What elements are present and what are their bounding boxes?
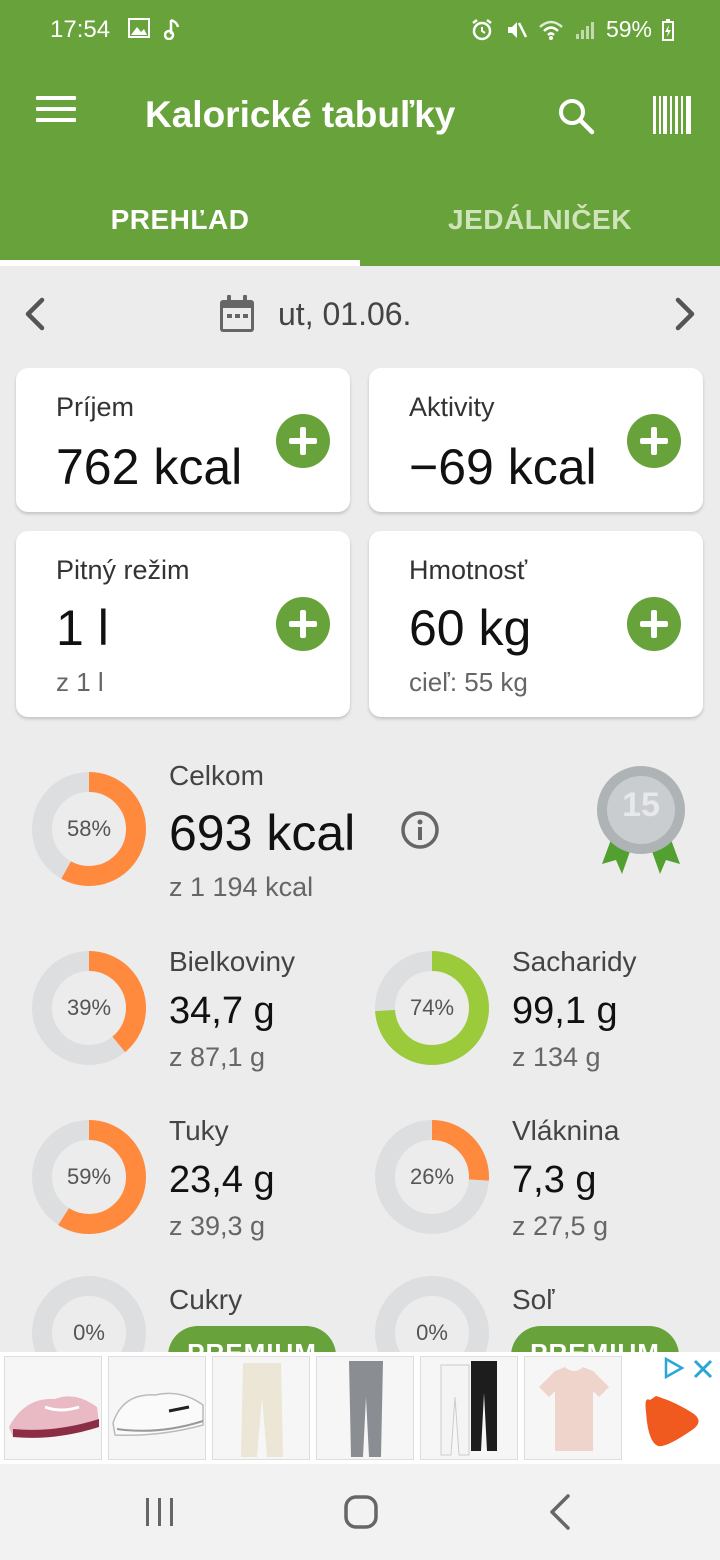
ad-close-icon[interactable] <box>692 1358 714 1380</box>
carbs-label: Sacharidy <box>512 946 637 977</box>
fiber-goal: z 27,5 g <box>512 1211 609 1241</box>
weight-label: Hmotnosť <box>409 555 528 585</box>
current-date: ut, 01.06. <box>278 295 412 332</box>
protein-ring: 39% <box>32 951 146 1065</box>
fat-percent: 59% <box>66 1164 112 1189</box>
ad-product-beige-pants[interactable] <box>212 1356 310 1460</box>
app-bar: Kalorické tabuľky <box>0 62 720 170</box>
chevron-right-icon[interactable] <box>664 294 704 334</box>
sugar-percent: 0% <box>73 1320 105 1345</box>
weight-goal: cieľ: 55 kg <box>409 667 528 697</box>
total-calories-ring: 58% <box>32 772 146 886</box>
status-bar: 17:54 59% <box>0 0 720 62</box>
intake-card[interactable]: Príjem 762 kcal <box>16 368 350 512</box>
signal-icon <box>575 21 594 39</box>
medal-icon <box>597 766 685 874</box>
fat-label: Tuky <box>169 1115 229 1146</box>
recent-apps-icon[interactable] <box>138 1490 182 1534</box>
tab-bar: PREHĽAD JEDÁLNIČEK <box>0 170 720 266</box>
weight-card[interactable]: Hmotnosť 60 kg cieľ: 55 kg <box>369 531 703 717</box>
activities-label: Aktivity <box>409 392 495 422</box>
status-time: 17:54 <box>50 16 111 43</box>
ad-brand-logo[interactable] <box>636 1378 706 1458</box>
carbs-goal: z 134 g <box>512 1042 601 1072</box>
ad-choices-icon[interactable] <box>662 1356 686 1380</box>
hamburger-menu-icon[interactable] <box>36 96 76 132</box>
fat-value: 23,4 g <box>169 1159 275 1201</box>
app-title: Kalorické tabuľky <box>145 94 456 135</box>
salt-label: Soľ <box>512 1284 555 1315</box>
ad-product-pink-tshirt[interactable] <box>524 1356 622 1460</box>
fiber-value: 7,3 g <box>512 1159 597 1201</box>
water-goal: z 1 l <box>56 667 104 697</box>
battery-charging-icon <box>662 18 674 41</box>
sugar-label: Cukry <box>169 1284 243 1315</box>
fiber-label: Vláknina <box>512 1115 620 1146</box>
calendar-icon <box>220 295 254 332</box>
alarm-icon <box>472 18 492 40</box>
intake-label: Príjem <box>56 392 135 422</box>
fat-goal: z 39,3 g <box>169 1211 266 1241</box>
add-intake-button[interactable] <box>276 414 330 468</box>
gallery-icon <box>128 18 150 38</box>
water-card[interactable]: Pitný režim 1 l z 1 l <box>16 531 350 717</box>
info-icon[interactable] <box>400 810 440 850</box>
protein-percent: 39% <box>66 995 112 1020</box>
salt-percent: 0% <box>416 1320 448 1345</box>
streak-badge[interactable]: 15 <box>594 764 688 880</box>
activities-value: −69 kcal <box>409 439 597 495</box>
add-weight-button[interactable] <box>627 597 681 651</box>
ad-product-joggers[interactable] <box>420 1356 518 1460</box>
back-icon[interactable] <box>540 1490 584 1534</box>
fat-ring: 59% <box>32 1120 146 1234</box>
water-value: 1 l <box>56 600 109 656</box>
intake-value: 762 kcal <box>56 439 243 495</box>
date-navigation: ut, 01.06. <box>0 266 720 366</box>
add-activity-button[interactable] <box>627 414 681 468</box>
ad-product-grey-jeans[interactable] <box>316 1356 414 1460</box>
weight-value: 60 kg <box>409 600 532 656</box>
carbs-ring: 74% <box>375 951 489 1065</box>
wifi-icon <box>539 20 563 40</box>
barcode-scan-icon[interactable] <box>652 96 692 134</box>
protein-goal: z 87,1 g <box>169 1042 266 1072</box>
home-icon[interactable] <box>339 1490 383 1534</box>
chevron-left-icon[interactable] <box>16 294 56 334</box>
fiber-percent: 26% <box>409 1164 455 1189</box>
tab-meal-plan[interactable]: JEDÁLNIČEK <box>448 204 632 235</box>
protein-value: 34,7 g <box>169 990 275 1032</box>
activities-card[interactable]: Aktivity −69 kcal <box>369 368 703 512</box>
music-note-icon <box>164 18 180 40</box>
water-label: Pitný režim <box>56 555 190 585</box>
total-percent: 58% <box>66 816 112 841</box>
mute-icon <box>507 21 528 38</box>
carbs-value: 99,1 g <box>512 990 618 1032</box>
total-goal: z 1 194 kcal <box>169 872 314 902</box>
ad-product-white-sneaker[interactable] <box>108 1356 206 1460</box>
battery-percent: 59% <box>605 16 652 42</box>
tab-overview[interactable]: PREHĽAD <box>0 170 360 266</box>
badge-number: 15 <box>622 786 660 824</box>
search-icon[interactable] <box>556 96 596 136</box>
system-navigation-bar <box>0 1464 720 1560</box>
date-picker[interactable]: ut, 01.06. <box>218 294 411 334</box>
ad-banner[interactable] <box>0 1352 720 1464</box>
total-value: 693 kcal <box>169 805 356 861</box>
add-water-button[interactable] <box>276 597 330 651</box>
ad-product-pink-sneaker[interactable] <box>4 1356 102 1460</box>
carbs-percent: 74% <box>409 995 455 1020</box>
protein-label: Bielkoviny <box>169 946 296 977</box>
fiber-ring: 26% <box>375 1120 489 1234</box>
total-label: Celkom <box>169 760 264 791</box>
